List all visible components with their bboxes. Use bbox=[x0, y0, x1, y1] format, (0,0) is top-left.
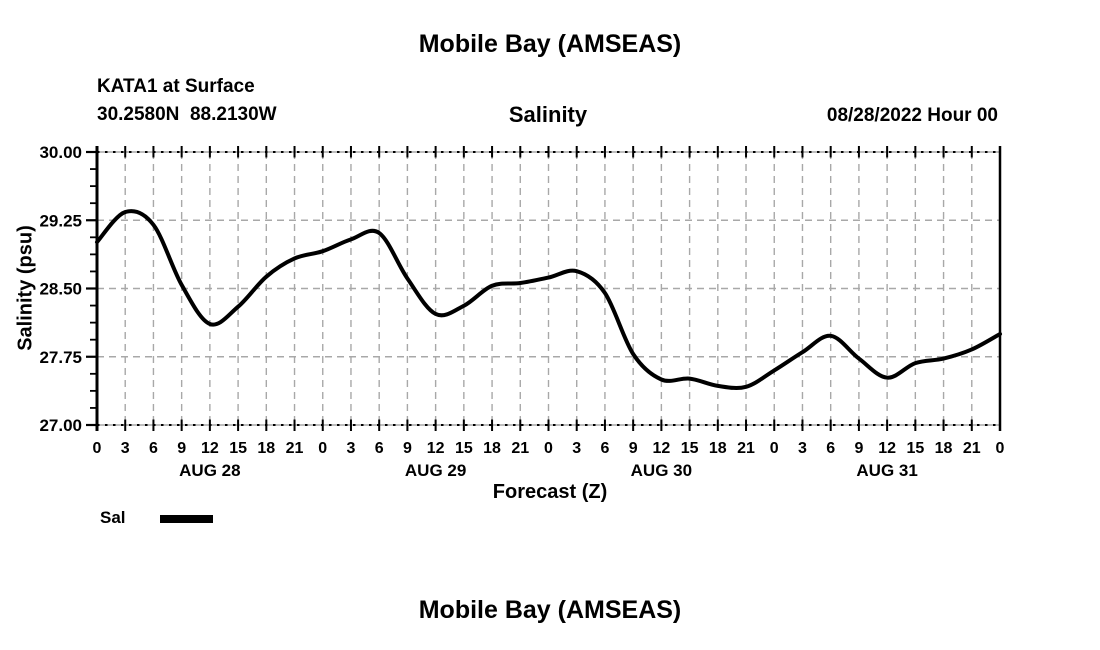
y-tick-label: 30.00 bbox=[39, 143, 82, 162]
x-tick-label: 12 bbox=[201, 440, 219, 457]
x-tick-label: 0 bbox=[770, 440, 779, 457]
day-label: AUG 31 bbox=[856, 461, 917, 480]
x-tick-label: 3 bbox=[572, 440, 581, 457]
x-tick-label: 21 bbox=[286, 440, 304, 457]
y-tick-label: 29.25 bbox=[39, 211, 82, 230]
station-label: KATA1 at Surface bbox=[97, 76, 255, 97]
legend: Sal bbox=[100, 508, 360, 532]
x-tick-label: 21 bbox=[511, 440, 529, 457]
y-tick-label: 27.00 bbox=[39, 416, 82, 435]
x-tick-label: 12 bbox=[652, 440, 670, 457]
day-label: AUG 30 bbox=[631, 461, 692, 480]
x-tick-label: 15 bbox=[229, 440, 247, 457]
x-tick-label: 3 bbox=[798, 440, 807, 457]
x-tick-label: 6 bbox=[375, 440, 384, 457]
x-tick-label: 15 bbox=[681, 440, 699, 457]
y-tick-label: 28.50 bbox=[39, 280, 82, 299]
x-tick-label: 9 bbox=[177, 440, 186, 457]
x-tick-label: 18 bbox=[483, 440, 501, 457]
x-tick-label: 21 bbox=[963, 440, 981, 457]
x-tick-label: 21 bbox=[737, 440, 755, 457]
legend-label: Sal bbox=[100, 508, 126, 527]
y-tick-label: 27.75 bbox=[39, 348, 82, 367]
x-tick-label: 9 bbox=[403, 440, 412, 457]
x-tick-label: 9 bbox=[854, 440, 863, 457]
x-tick-label: 18 bbox=[709, 440, 727, 457]
x-tick-label: 0 bbox=[93, 440, 102, 457]
salinity-curve bbox=[95, 209, 1002, 390]
station-coordinates: 30.2580N 88.2130W bbox=[97, 104, 277, 125]
x-tick-label: 0 bbox=[544, 440, 553, 457]
x-tick-label: 6 bbox=[600, 440, 609, 457]
day-label: AUG 28 bbox=[179, 461, 240, 480]
x-tick-label: 12 bbox=[878, 440, 896, 457]
variable-title: Salinity bbox=[508, 102, 588, 127]
x-tick-label: 15 bbox=[906, 440, 924, 457]
page-title: Mobile Bay (AMSEAS) bbox=[418, 30, 682, 58]
run-datetime: 08/28/2022 Hour 00 bbox=[826, 105, 998, 126]
x-tick-label: 0 bbox=[996, 440, 1005, 457]
x-tick-label: 6 bbox=[149, 440, 158, 457]
x-tick-label: 6 bbox=[826, 440, 835, 457]
x-tick-label: 18 bbox=[935, 440, 953, 457]
footer-title: Mobile Bay (AMSEAS) bbox=[418, 596, 682, 624]
x-tick-label: 9 bbox=[629, 440, 638, 457]
x-tick-label: 18 bbox=[257, 440, 275, 457]
x-axis-title: Forecast (Z) bbox=[492, 481, 608, 503]
x-tick-label: 15 bbox=[455, 440, 473, 457]
legend-line-swatch bbox=[160, 515, 213, 523]
x-tick-label: 3 bbox=[347, 440, 356, 457]
day-label: AUG 29 bbox=[405, 461, 466, 480]
x-tick-label: 12 bbox=[427, 440, 445, 457]
x-tick-label: 0 bbox=[318, 440, 327, 457]
x-tick-label: 3 bbox=[121, 440, 130, 457]
